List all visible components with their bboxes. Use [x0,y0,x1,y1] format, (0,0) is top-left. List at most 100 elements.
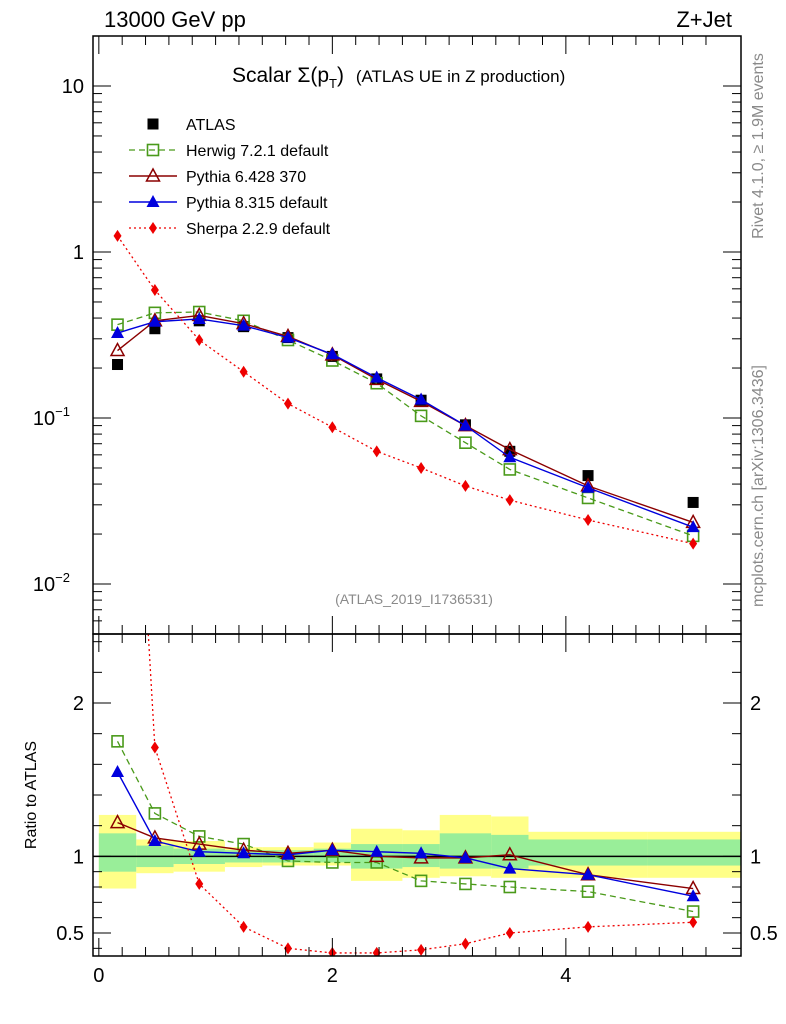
data-point [283,397,292,410]
svg-text:Scalar Σ(pT) (ATLAS UE: Scalar Σ(pT) (ATLAS UE in Z production) [232,64,565,91]
legend-marker [149,222,157,234]
data-point [458,418,472,431]
legend-marker [146,143,160,157]
ratio-line [116,741,694,913]
data-point [584,514,593,527]
mcplots-label: mcplots.cern.ch [arXiv:1306.3436] [750,365,767,607]
title-close: ) [337,64,344,87]
ratio-point [581,867,595,880]
series-pythia-8-315-default [111,311,700,533]
ratio-point [192,844,206,857]
ratio-xtick-label: 4 [560,965,571,987]
legend-marker [146,195,160,207]
data-point [113,229,122,242]
ratio-ytick-label-right: 0.5 [750,923,778,945]
legend-entry: Herwig 7.2.1 default [129,143,329,160]
data-point [686,520,700,533]
ratio-panel: 0.5 0.5 1 1 2 2 0 2 4 Ratio to ATLAS [23,633,778,987]
ratio-point [195,877,204,890]
band-green [647,839,741,866]
ratio-point [414,874,428,888]
ratio-point [502,846,518,861]
data-point [582,470,594,482]
main-ytick-label: 10−2 [33,570,70,596]
series-sherpa-2-2-9-default [113,229,698,550]
legend-label: Pythia 8.315 default [186,195,328,212]
data-point [237,318,251,331]
ratio-point [584,920,593,933]
series-line [117,311,694,537]
data-point [328,421,337,434]
data-point [581,491,595,505]
legend: ATLAS Herwig 7.2.1 default Pythia 6.428 37… [129,117,331,238]
data-point [111,326,125,339]
data-point [414,409,428,423]
ratio-xtick-label: 0 [93,965,104,987]
title-main: Scalar Σ(p [232,64,329,87]
main-ytick-label: 10 [62,76,84,98]
ratio-point [461,937,470,950]
data-point [150,284,159,297]
ratio-point [458,850,472,863]
ratio-ylabel: Ratio to ATLAS [23,741,40,849]
ratio-point [417,943,426,956]
ratio-ytick-label: 2 [73,693,84,715]
ratio-point [148,834,162,846]
data-point [370,370,384,383]
legend-label: ATLAS [186,117,236,134]
ratio-series-herwig-7-2-1-default [111,735,700,918]
legend-entry: ATLAS [147,117,236,134]
ratio-point [239,920,248,933]
ratio-line [147,634,694,954]
ratio-ytick-label: 0.5 [56,923,84,945]
data-point [149,323,161,335]
header-energy: 13000 GeV pp [104,7,246,32]
band-green [528,839,648,866]
ratio-point [281,847,295,860]
data-point [687,496,699,508]
ratio-point [686,889,700,902]
ratio-point [459,877,472,891]
main-ytick-label: 1 [73,242,84,264]
legend-label: Herwig 7.2.1 default [186,143,329,160]
ratio-point [148,807,162,820]
data-point [148,314,162,327]
series-line [116,235,694,545]
main-title: Scalar Σ(pT) (ATLAS UE in Z production) [232,64,565,91]
data-point [109,341,126,357]
ratio-point [325,843,339,856]
data-point [281,330,295,343]
ratio-series-pythia-8-315-default [111,765,700,902]
rivet-label: Rivet 4.1.0, ≥ 1.9M events [750,53,767,239]
ratio-xtick-label: 2 [327,965,338,987]
ratio-point [326,856,339,869]
ratio-ytick-label-right: 1 [750,846,761,868]
data-point [417,461,426,474]
ratio-frame [92,633,742,957]
data-point [372,445,381,458]
legend-marker [147,118,159,130]
data-point [325,347,339,360]
data-point [689,537,698,550]
ratio-ytick-label-right: 2 [750,693,761,715]
data-point [195,334,204,347]
data-point [112,359,124,371]
ratio-point [150,741,159,754]
legend-entry: Sherpa 2.2.9 default [129,221,331,238]
band-green [98,833,137,872]
ratio-point [237,846,251,859]
data-point [414,392,428,405]
title-sub: T [329,76,337,91]
ratio-point [414,846,428,859]
ratio-line [116,771,694,897]
ratio-point [503,861,517,874]
data-point [503,463,517,476]
data-point [239,365,248,378]
ratio-point [689,916,698,929]
ratio-point [109,814,126,829]
series-line [117,314,694,524]
ratio-point [370,844,384,857]
ratio-line [117,821,694,890]
data-point [581,480,595,493]
